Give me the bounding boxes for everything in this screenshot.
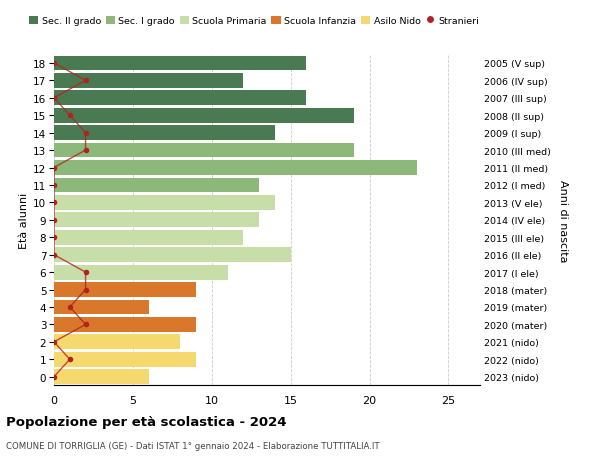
Bar <box>54 56 307 71</box>
Bar <box>54 248 290 263</box>
Bar <box>54 230 244 245</box>
Bar <box>54 196 275 210</box>
Bar <box>54 109 354 123</box>
Bar <box>54 317 196 332</box>
Bar <box>54 335 180 349</box>
Bar <box>54 265 227 280</box>
Text: COMUNE DI TORRIGLIA (GE) - Dati ISTAT 1° gennaio 2024 - Elaborazione TUTTITALIA.: COMUNE DI TORRIGLIA (GE) - Dati ISTAT 1°… <box>6 441 380 450</box>
Bar <box>54 300 149 315</box>
Text: Popolazione per età scolastica - 2024: Popolazione per età scolastica - 2024 <box>6 415 287 428</box>
Bar <box>54 369 149 384</box>
Y-axis label: Età alunni: Età alunni <box>19 192 29 248</box>
Bar <box>54 74 244 89</box>
Bar <box>54 126 275 141</box>
Y-axis label: Anni di nascita: Anni di nascita <box>558 179 568 262</box>
Bar <box>54 352 196 367</box>
Legend: Sec. II grado, Sec. I grado, Scuola Primaria, Scuola Infanzia, Asilo Nido, Stran: Sec. II grado, Sec. I grado, Scuola Prim… <box>29 17 479 26</box>
Bar <box>54 282 196 297</box>
Bar <box>54 178 259 193</box>
Bar <box>54 161 417 175</box>
Bar <box>54 213 259 228</box>
Bar <box>54 91 307 106</box>
Bar <box>54 143 354 158</box>
